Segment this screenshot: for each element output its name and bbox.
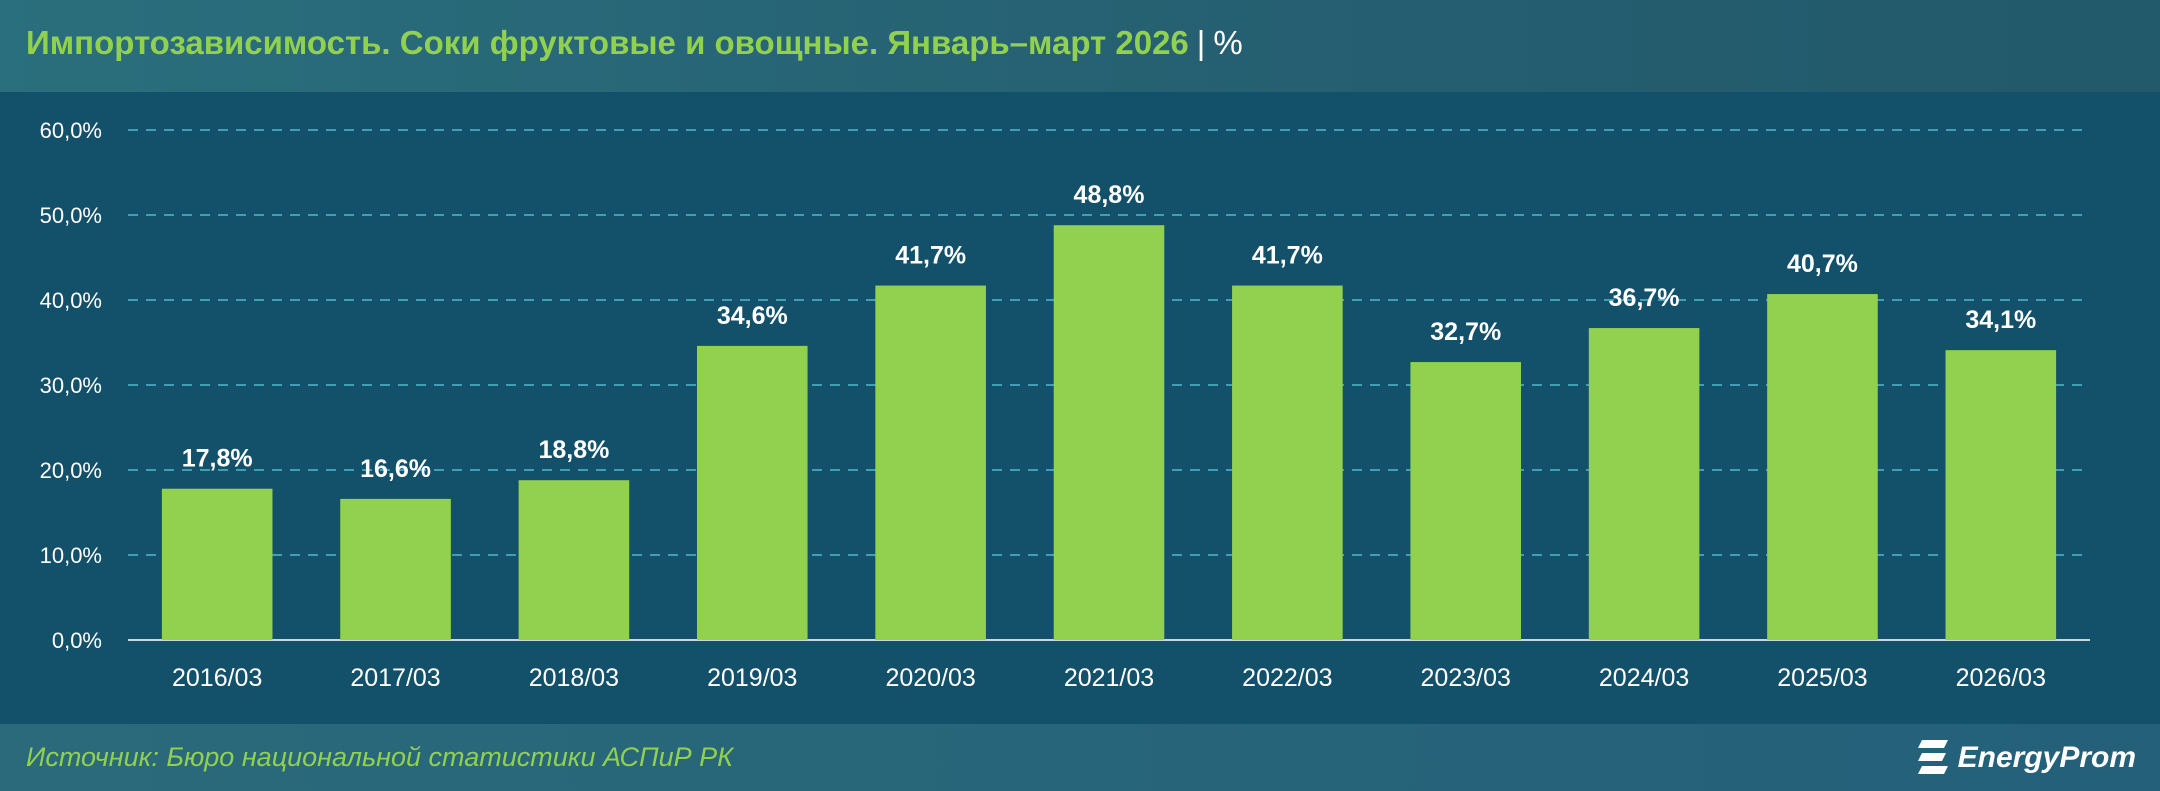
bar-value-label: 16,6% <box>360 455 431 483</box>
y-tick-label: 60,0% <box>40 118 102 143</box>
energyprom-logo: EnergyProm <box>1916 734 2136 782</box>
bar <box>1767 294 1878 640</box>
chart-title-row: Импортозависимость. Соки фруктовые и ово… <box>26 24 1243 62</box>
bar-value-label: 18,8% <box>538 436 609 464</box>
chart-title: Импортозависимость. Соки фруктовые и ово… <box>26 24 1189 61</box>
x-tick-label: 2016/03 <box>172 664 262 692</box>
bar-value-label: 40,7% <box>1787 250 1858 278</box>
bar-value-label: 41,7% <box>895 242 966 270</box>
chart-header: Импортозависимость. Соки фруктовые и ово… <box>0 0 2160 92</box>
x-tick-label: 2020/03 <box>885 664 975 692</box>
y-tick-label: 0,0% <box>52 628 102 653</box>
y-tick-label: 40,0% <box>40 288 102 313</box>
bar <box>1053 225 1165 640</box>
plot-area: 0,0% 10,0% 20,0% 30,0% 40,0% 50,0% 60,0% 17,8% 2… <box>0 92 2160 724</box>
bar <box>518 480 630 640</box>
y-tick-label: 50,0% <box>40 203 102 228</box>
chart-unit: % <box>1213 24 1243 61</box>
bar-value-label: 34,1% <box>1965 306 2036 334</box>
chart-footer: Источник: Бюро национальной статистики А… <box>0 724 2160 791</box>
bar-chart: 0,0% 10,0% 20,0% 30,0% 40,0% 50,0% 60,0% 17,8% 2… <box>40 118 2090 692</box>
x-tick-label: 2022/03 <box>1242 664 1332 692</box>
y-tick-label: 30,0% <box>40 373 102 398</box>
x-tick-label: 2026/03 <box>1956 664 2046 692</box>
bar-value-label: 41,7% <box>1252 242 1323 270</box>
x-tick-label: 2024/03 <box>1599 664 1689 692</box>
bar <box>1588 328 1700 640</box>
y-tick-label: 20,0% <box>40 458 102 483</box>
x-tick-label: 2021/03 <box>1064 664 1154 692</box>
title-separator: | <box>1196 24 1206 61</box>
bar <box>875 285 986 640</box>
bar-value-label: 36,7% <box>1609 284 1680 312</box>
energyprom-logo-icon <box>1917 740 1948 774</box>
source-note: Источник: Бюро национальной статистики А… <box>26 742 734 772</box>
y-tick-label: 10,0% <box>40 543 102 568</box>
logo-text: EnergyProm <box>1957 741 2136 774</box>
x-tick-label: 2019/03 <box>707 664 797 692</box>
bar-value-label: 48,8% <box>1074 181 1145 209</box>
bar <box>161 488 273 640</box>
bar-value-label: 17,8% <box>182 445 253 473</box>
x-tick-label: 2023/03 <box>1421 664 1511 692</box>
bar <box>1232 285 1343 640</box>
bar <box>1945 350 2057 640</box>
bar-value-label: 32,7% <box>1430 318 1501 346</box>
bar-value-label: 34,6% <box>717 302 788 330</box>
x-tick-label: 2018/03 <box>529 664 619 692</box>
bar <box>340 498 451 640</box>
bar <box>696 345 808 640</box>
x-tick-label: 2017/03 <box>350 664 440 692</box>
bar <box>1410 362 1522 640</box>
x-tick-label: 2025/03 <box>1777 664 1867 692</box>
